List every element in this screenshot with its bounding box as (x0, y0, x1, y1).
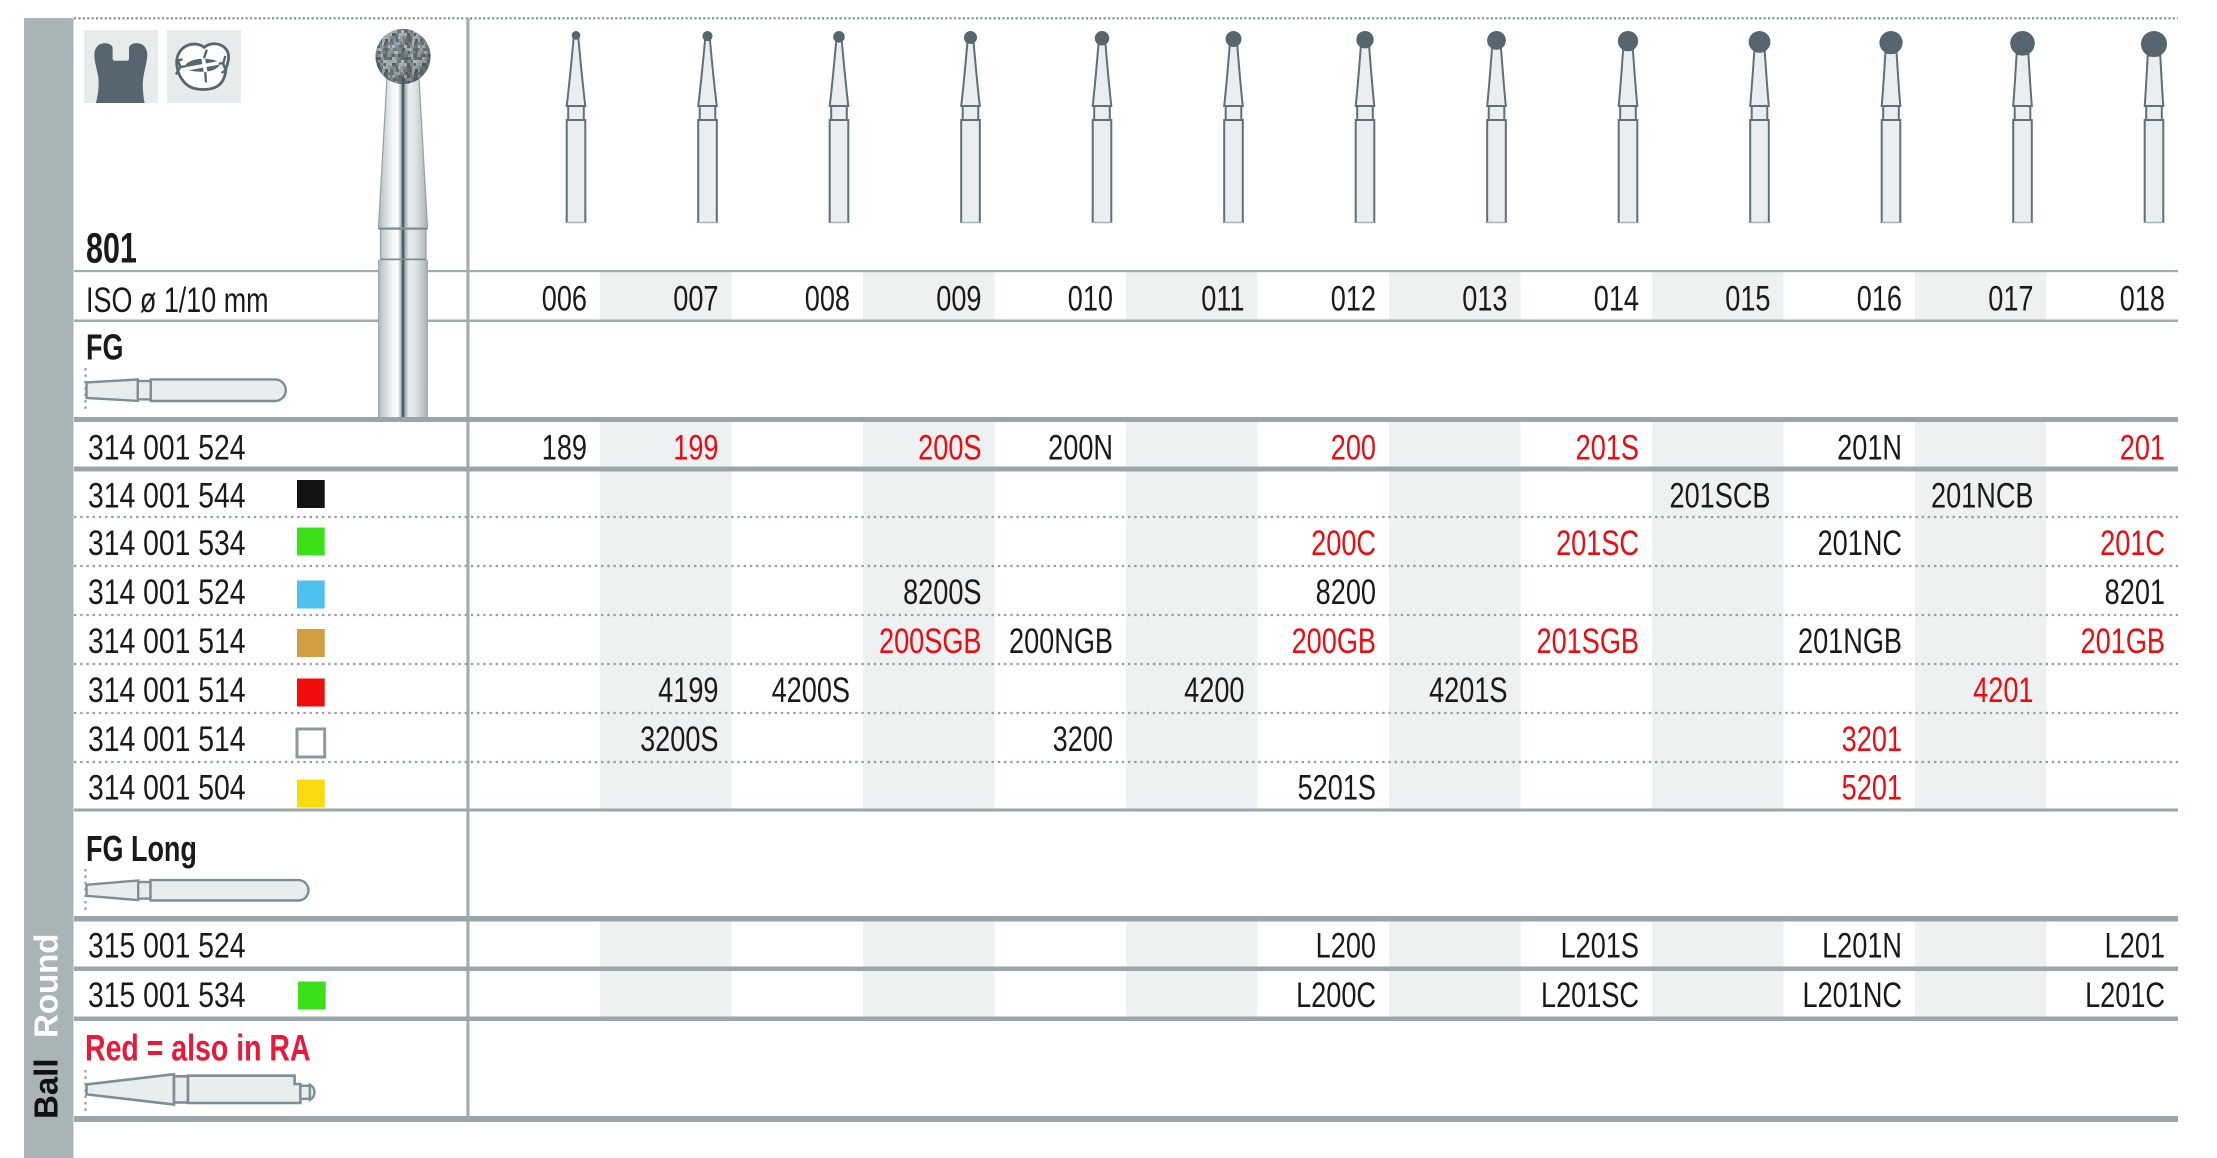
svg-text:006: 006 (542, 279, 587, 318)
svg-text:009: 009 (936, 279, 981, 318)
svg-text:3200: 3200 (1053, 720, 1113, 759)
svg-text:015: 015 (1725, 279, 1770, 318)
svg-text:200GB: 200GB (1292, 622, 1376, 661)
svg-text:315 001 524: 315 001 524 (88, 925, 246, 965)
svg-text:201GB: 201GB (2081, 622, 2165, 661)
svg-text:4201S: 4201S (1429, 671, 1507, 710)
svg-text:L201S: L201S (1561, 926, 1639, 965)
svg-text:014: 014 (1594, 279, 1639, 318)
svg-text:013: 013 (1462, 279, 1507, 318)
svg-text:200C: 200C (1311, 524, 1376, 563)
svg-text:L200C: L200C (1296, 976, 1376, 1015)
svg-text:8200: 8200 (1316, 573, 1376, 612)
svg-text:4200S: 4200S (772, 671, 850, 710)
svg-text:201SC: 201SC (1556, 524, 1639, 563)
svg-text:201NC: 201NC (1818, 524, 1902, 563)
svg-text:314 001 524: 314 001 524 (88, 428, 246, 468)
svg-text:FG Long: FG Long (86, 828, 197, 869)
svg-text:3201: 3201 (1842, 720, 1902, 759)
svg-text:8200S: 8200S (903, 573, 981, 612)
svg-text:201C: 201C (2100, 524, 2165, 563)
svg-text:Round: Round (28, 934, 65, 1038)
svg-text:ISO ø 1/10 mm: ISO ø 1/10 mm (86, 281, 269, 320)
svg-text:L201N: L201N (1822, 926, 1902, 965)
svg-text:5201: 5201 (1842, 768, 1902, 807)
svg-text:201NGB: 201NGB (1798, 622, 1902, 661)
svg-text:012: 012 (1331, 279, 1376, 318)
svg-text:3200S: 3200S (640, 720, 718, 759)
svg-text:314 001 544: 314 001 544 (88, 476, 246, 516)
svg-text:4200: 4200 (1184, 671, 1244, 710)
svg-text:011: 011 (1201, 279, 1244, 318)
svg-text:201SCB: 201SCB (1670, 476, 1771, 515)
svg-text:189: 189 (542, 428, 587, 467)
svg-text:017: 017 (1988, 279, 2033, 318)
svg-text:L201C: L201C (2085, 976, 2165, 1015)
svg-text:314 001 514: 314 001 514 (88, 621, 246, 661)
svg-text:314 001 534: 314 001 534 (88, 523, 246, 563)
svg-text:200SGB: 200SGB (879, 622, 981, 661)
svg-text:L200: L200 (1316, 926, 1376, 965)
svg-text:315 001 534: 315 001 534 (88, 975, 246, 1015)
svg-text:008: 008 (805, 279, 850, 318)
svg-text:4201: 4201 (1973, 671, 2033, 710)
svg-text:Ball: Ball (28, 1058, 65, 1119)
svg-text:201N: 201N (1837, 428, 1902, 467)
svg-text:200N: 200N (1048, 428, 1113, 467)
svg-text:314 001 514: 314 001 514 (88, 719, 246, 759)
svg-text:314 001 504: 314 001 504 (88, 768, 246, 808)
svg-text:5201S: 5201S (1298, 768, 1376, 807)
svg-text:201S: 201S (1576, 428, 1639, 467)
svg-text:201SGB: 201SGB (1537, 622, 1639, 661)
svg-text:200S: 200S (918, 428, 981, 467)
svg-text:4199: 4199 (658, 671, 718, 710)
svg-text:007: 007 (673, 279, 718, 318)
svg-text:201NCB: 201NCB (1931, 476, 2033, 515)
svg-text:L201NC: L201NC (1803, 976, 1902, 1015)
svg-text:FG: FG (86, 327, 123, 368)
svg-text:Red = also in RA: Red = also in RA (85, 1027, 311, 1068)
svg-text:201: 201 (2120, 428, 2165, 467)
svg-text:010: 010 (1068, 279, 1113, 318)
svg-text:018: 018 (2120, 279, 2165, 318)
svg-text:200NGB: 200NGB (1009, 622, 1113, 661)
svg-text:314 001 514: 314 001 514 (88, 670, 246, 710)
svg-text:200: 200 (1331, 428, 1376, 467)
svg-text:L201: L201 (2105, 926, 2165, 965)
svg-text:8201: 8201 (2105, 573, 2165, 612)
svg-text:314 001 524: 314 001 524 (88, 572, 246, 612)
svg-text:L201SC: L201SC (1541, 976, 1639, 1015)
svg-text:801: 801 (86, 223, 137, 271)
svg-text:016: 016 (1857, 279, 1902, 318)
svg-text:199: 199 (673, 428, 718, 467)
